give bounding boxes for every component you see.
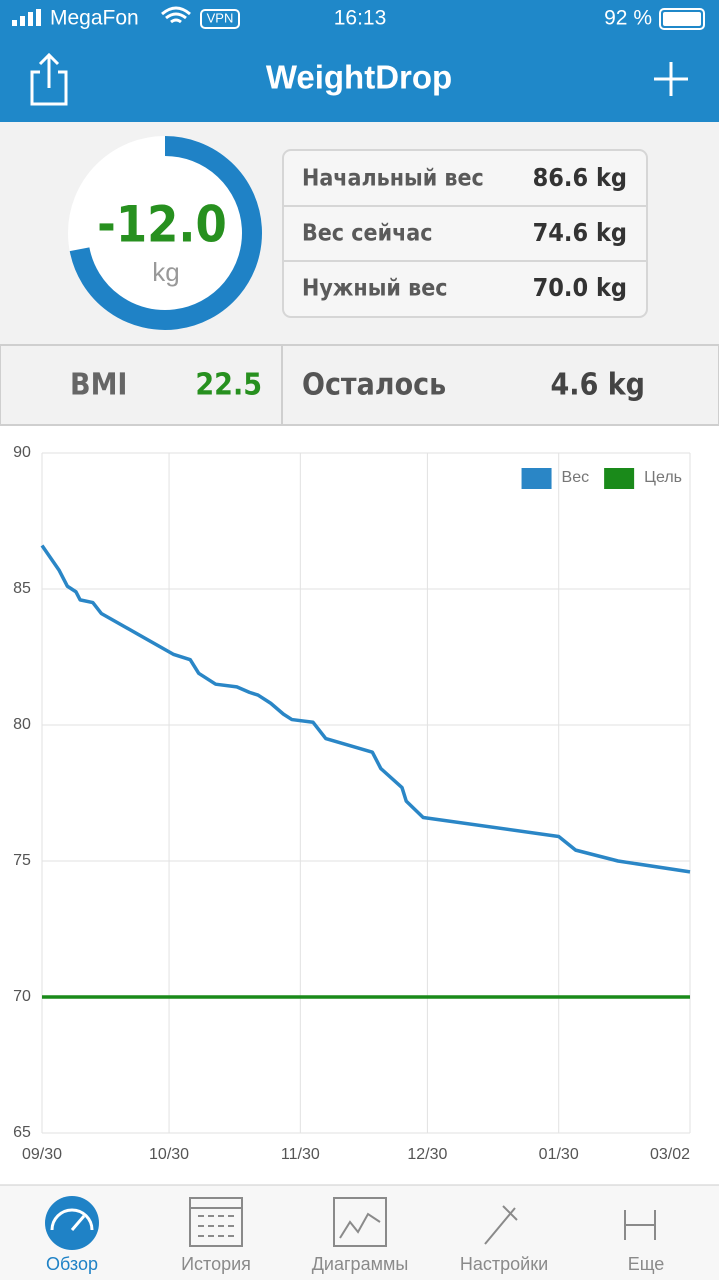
legend-label: Цель bbox=[644, 469, 682, 486]
x-tick-label: 09/30 bbox=[22, 1146, 62, 1163]
tab-icon-settings bbox=[484, 1205, 518, 1245]
y-tick-label: 90 bbox=[13, 444, 31, 461]
data-line bbox=[40, 544, 691, 874]
tab-icon-history bbox=[189, 1197, 243, 1247]
weight-change-unit: kg bbox=[152, 257, 179, 287]
x-tick-label: 03/02 bbox=[650, 1146, 690, 1163]
weight-change: -12.0 bbox=[97, 196, 227, 254]
bmi-label: BMI bbox=[70, 368, 127, 403]
y-tick-label: 75 bbox=[13, 852, 31, 869]
tab-icon-overview bbox=[45, 1196, 99, 1250]
x-tick-label: 12/30 bbox=[407, 1146, 447, 1163]
stat-label: Вес сейчас bbox=[302, 221, 433, 247]
carrier: MegaFon bbox=[50, 7, 139, 30]
app-title: WeightDrop bbox=[266, 59, 452, 96]
vpn-badge bbox=[200, 9, 240, 29]
tab-label[interactable]: Обзор bbox=[46, 1254, 98, 1274]
wifi-icon bbox=[161, 6, 191, 24]
x-tick-label: 01/30 bbox=[539, 1146, 579, 1163]
y-tick-label: 85 bbox=[13, 580, 31, 597]
clock: 16:13 bbox=[334, 7, 387, 30]
legend-swatch bbox=[521, 468, 552, 489]
tab-label[interactable]: История bbox=[181, 1254, 251, 1274]
tab-icon-more bbox=[624, 1210, 656, 1240]
y-tick-label: 80 bbox=[13, 716, 31, 733]
stat-value: 86.6 kg bbox=[533, 163, 627, 192]
tab-icon-charts bbox=[333, 1197, 387, 1247]
add-button[interactable] bbox=[654, 62, 688, 96]
tab-bar bbox=[0, 1185, 719, 1280]
legend-label: Вес bbox=[562, 469, 590, 486]
tab-label[interactable]: Еще bbox=[628, 1254, 665, 1274]
stats-card bbox=[282, 149, 648, 318]
tab-label[interactable]: Настройки bbox=[460, 1254, 548, 1274]
remaining-label: Осталось bbox=[302, 368, 446, 403]
legend-swatch bbox=[604, 468, 635, 489]
stat-value: 70.0 kg bbox=[533, 273, 627, 302]
vpn-label: VPN bbox=[207, 10, 234, 25]
progress-ring bbox=[69, 136, 262, 330]
chart-bg bbox=[0, 426, 719, 1185]
header-bg bbox=[0, 0, 719, 122]
stat-label: Начальный вес bbox=[302, 166, 484, 192]
y-tick-label: 65 bbox=[13, 1124, 31, 1141]
tab-label[interactable]: Диаграммы bbox=[312, 1254, 409, 1274]
signal-icon bbox=[12, 9, 41, 26]
stat-label: Нужный вес bbox=[302, 276, 448, 302]
share-button[interactable] bbox=[30, 52, 68, 106]
x-tick-label: 10/30 bbox=[149, 1146, 189, 1163]
remaining-value: 4.6 kg bbox=[551, 368, 645, 403]
x-tick-label: 11/30 bbox=[281, 1146, 320, 1163]
bmi-bar bbox=[0, 344, 719, 426]
weight-chart: 65 70 75 80 85 90 09/30 10/30 11/30 12/30 01/30 03/… bbox=[13, 444, 691, 1163]
bmi-value: 22.5 bbox=[195, 368, 262, 403]
battery-icon bbox=[659, 8, 705, 30]
battery-fill bbox=[663, 12, 701, 26]
battery-level: 92 % bbox=[604, 7, 652, 30]
stat-value: 74.6 kg bbox=[533, 218, 627, 247]
y-tick-label: 70 bbox=[13, 988, 31, 1005]
